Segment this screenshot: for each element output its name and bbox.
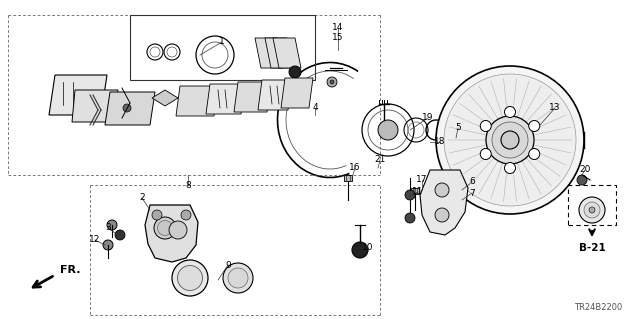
Circle shape xyxy=(352,242,368,258)
Ellipse shape xyxy=(154,217,176,239)
Circle shape xyxy=(405,213,415,223)
Ellipse shape xyxy=(486,116,534,164)
Polygon shape xyxy=(281,78,313,108)
Circle shape xyxy=(123,104,131,112)
Circle shape xyxy=(480,121,492,131)
Circle shape xyxy=(107,220,117,230)
Circle shape xyxy=(103,240,113,250)
Text: 6: 6 xyxy=(469,177,475,187)
Circle shape xyxy=(584,202,600,218)
Polygon shape xyxy=(265,38,293,68)
Polygon shape xyxy=(255,38,283,68)
Polygon shape xyxy=(145,205,198,262)
Ellipse shape xyxy=(172,260,208,296)
Text: 9: 9 xyxy=(225,261,231,270)
Text: 21: 21 xyxy=(374,155,386,165)
Circle shape xyxy=(529,149,540,160)
Circle shape xyxy=(589,207,595,213)
Bar xyxy=(344,175,352,181)
Text: 2: 2 xyxy=(139,194,145,203)
Polygon shape xyxy=(49,75,107,115)
Text: 15: 15 xyxy=(332,33,344,42)
Ellipse shape xyxy=(444,74,576,206)
Circle shape xyxy=(115,230,125,240)
Text: 13: 13 xyxy=(549,103,561,113)
Circle shape xyxy=(181,210,191,220)
Circle shape xyxy=(579,197,605,223)
Circle shape xyxy=(577,175,587,185)
Circle shape xyxy=(504,162,515,174)
Ellipse shape xyxy=(169,221,187,239)
Ellipse shape xyxy=(492,122,528,158)
Text: FR.: FR. xyxy=(60,265,80,275)
Polygon shape xyxy=(152,90,178,106)
Polygon shape xyxy=(273,38,301,68)
Text: 10: 10 xyxy=(362,243,374,253)
Text: 5: 5 xyxy=(455,123,461,132)
Text: 12: 12 xyxy=(90,235,100,244)
Circle shape xyxy=(504,107,515,117)
Ellipse shape xyxy=(177,265,202,291)
Ellipse shape xyxy=(228,268,248,288)
Circle shape xyxy=(289,66,301,78)
Text: 4: 4 xyxy=(312,103,318,113)
Text: 11: 11 xyxy=(412,188,424,197)
Ellipse shape xyxy=(223,263,253,293)
Text: 1: 1 xyxy=(219,38,225,47)
Polygon shape xyxy=(206,84,245,114)
Polygon shape xyxy=(258,80,292,110)
Text: 7: 7 xyxy=(469,189,475,197)
Circle shape xyxy=(152,210,162,220)
Polygon shape xyxy=(72,90,118,122)
Text: 19: 19 xyxy=(422,114,434,122)
Text: 8: 8 xyxy=(185,181,191,189)
Ellipse shape xyxy=(436,66,584,214)
Polygon shape xyxy=(176,86,218,116)
Circle shape xyxy=(435,183,449,197)
Ellipse shape xyxy=(157,220,173,235)
Bar xyxy=(568,185,616,225)
Circle shape xyxy=(330,80,334,84)
Text: TR24B2200: TR24B2200 xyxy=(574,303,622,313)
Text: 18: 18 xyxy=(435,137,445,146)
Bar xyxy=(130,15,315,80)
Ellipse shape xyxy=(378,120,398,140)
Text: B-21: B-21 xyxy=(579,243,605,253)
Circle shape xyxy=(327,77,337,87)
Text: 20: 20 xyxy=(579,166,591,174)
Bar xyxy=(411,188,419,194)
Circle shape xyxy=(405,190,415,200)
Text: 17: 17 xyxy=(416,175,428,184)
Circle shape xyxy=(529,121,540,131)
Text: 3: 3 xyxy=(105,224,111,233)
Circle shape xyxy=(480,149,492,160)
Polygon shape xyxy=(234,82,271,112)
Text: 16: 16 xyxy=(349,164,361,173)
Text: 14: 14 xyxy=(332,24,344,33)
Polygon shape xyxy=(105,92,155,125)
Circle shape xyxy=(435,208,449,222)
Ellipse shape xyxy=(501,131,519,149)
Polygon shape xyxy=(420,170,468,235)
